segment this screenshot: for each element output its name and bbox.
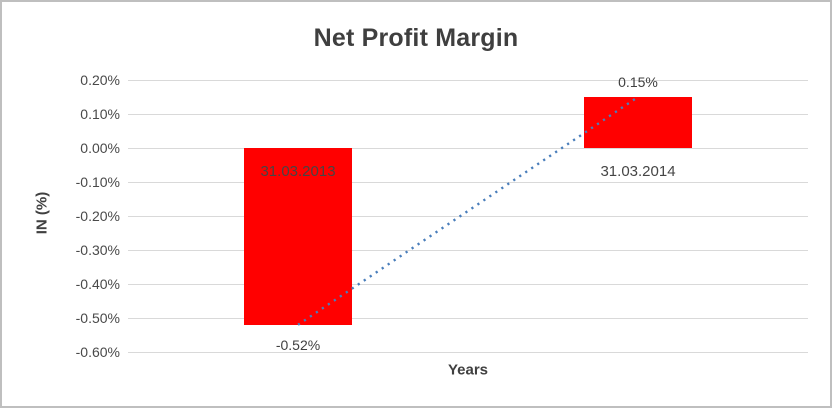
gridline [128,284,808,285]
gridline [128,250,808,251]
gridline [128,80,808,81]
y-tick-label: 0.00% [80,140,120,156]
y-tick-label: 0.20% [80,72,120,88]
y-tick-label: 0.10% [80,106,120,122]
gridline [128,216,808,217]
y-tick-label: -0.50% [75,310,120,326]
category-label: 31.03.2013 [260,163,336,180]
bar-value-label: -0.52% [275,336,321,353]
y-tick-label: -0.40% [75,276,120,292]
x-axis-title: Years [447,361,489,379]
bar [584,97,692,148]
chart-title: Net Profit Margin [313,24,519,52]
bar-value-label: 0.15% [618,74,658,90]
gridline [128,352,808,353]
gridline [128,114,808,115]
gridline [128,182,808,183]
gridline [128,318,808,319]
y-tick-label: -0.30% [75,242,120,258]
gridline [128,148,808,149]
y-tick-label: -0.60% [75,344,120,360]
y-tick-label: -0.20% [75,208,120,224]
y-axis-title: IN (%) [33,191,51,235]
category-label: 31.03.2014 [600,163,676,180]
y-tick-label: -0.10% [75,174,120,190]
